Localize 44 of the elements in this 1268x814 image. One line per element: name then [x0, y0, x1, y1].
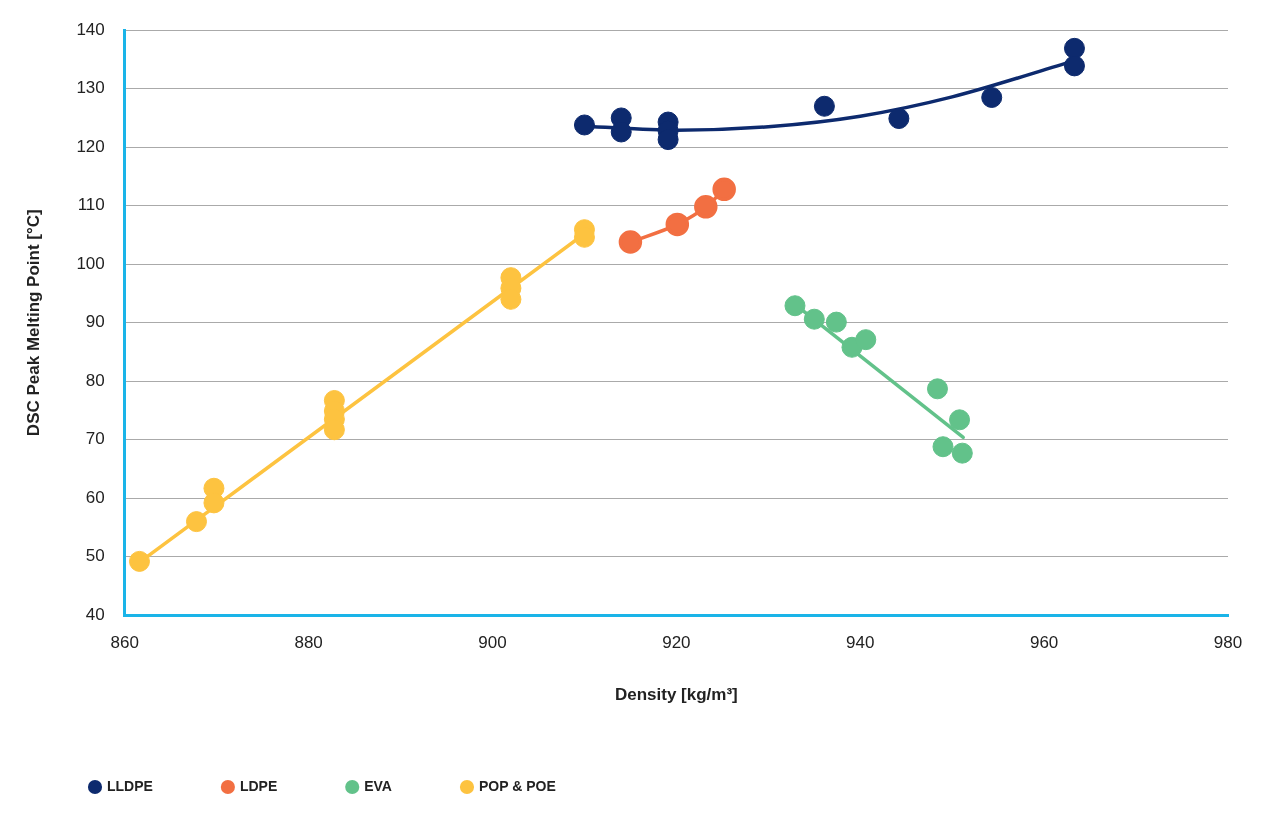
point [573, 114, 595, 136]
point [825, 311, 847, 333]
point [926, 378, 948, 400]
y-tick-label: 70 [85, 429, 105, 449]
y-tick-label: 90 [85, 312, 105, 332]
point [1063, 37, 1085, 59]
y-tick-label: 120 [76, 136, 105, 156]
point [932, 436, 954, 458]
point [784, 295, 806, 317]
y-tick-label: 50 [85, 546, 105, 566]
legend-label: POP & POE [478, 777, 556, 794]
x-tick-label: 960 [1029, 633, 1059, 653]
legend-label: LDPE [239, 777, 278, 794]
legend-label: LLDPE [107, 777, 153, 794]
point [813, 95, 835, 117]
point [128, 550, 150, 572]
x-tick-label: 940 [846, 633, 875, 653]
point [888, 108, 910, 130]
y-tick-label: 110 [77, 195, 105, 215]
x-tick-label: 860 [110, 633, 139, 653]
legend-label: EVA [364, 777, 392, 794]
point [203, 492, 225, 514]
y-tick-label: 60 [85, 487, 105, 507]
x-tick-label: 980 [1213, 633, 1243, 653]
point [618, 230, 643, 254]
y-tick-label: 40 [85, 604, 105, 624]
x-tick-label: 920 [662, 633, 691, 653]
point [1063, 55, 1085, 77]
y-tick-label: 100 [76, 253, 105, 273]
point [694, 195, 718, 219]
point [949, 409, 971, 431]
y-tick-label: 80 [85, 370, 105, 390]
point [981, 86, 1003, 108]
x-axis-title: Density [kg/m³] [614, 685, 738, 705]
point [803, 308, 825, 330]
point [712, 177, 736, 202]
y-tick-label: 130 [76, 78, 105, 98]
x-tick-label: 880 [294, 633, 323, 653]
point [951, 442, 973, 464]
point [855, 329, 877, 351]
y-axis-title: DSC Peak Melting Point [°C] [23, 209, 43, 437]
x-tick-label: 900 [478, 633, 507, 653]
point [185, 511, 207, 533]
y-tick-label: 140 [76, 19, 105, 39]
